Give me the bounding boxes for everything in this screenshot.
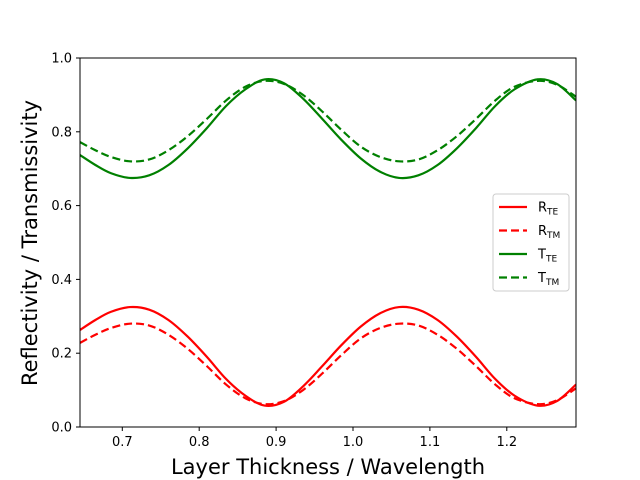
y-tick-label: 0.0 (51, 421, 72, 436)
x-tick-label: 1.0 (343, 435, 364, 450)
y-tick-label: 0.4 (51, 273, 72, 288)
series-line-t-tm (80, 79, 576, 163)
legend-box (492, 193, 570, 292)
x-axis: 0.7 0.8 0.9 1.0 1.1 1.2 (112, 427, 517, 450)
series-line-r-te (80, 305, 576, 408)
series-line-t-te (80, 77, 576, 180)
y-tick-label: 0.2 (51, 347, 72, 362)
x-tick-label: 0.7 (112, 435, 133, 450)
series-layer (80, 77, 576, 408)
x-tick-label: 1.2 (496, 435, 517, 450)
y-axis: 0.0 0.2 0.4 0.6 0.8 1.0 (51, 52, 80, 436)
x-tick-label: 0.9 (266, 435, 287, 450)
series-line-r-tm (80, 322, 576, 406)
axes-frame (79, 57, 577, 428)
x-tick-label: 1.1 (420, 435, 441, 450)
x-axis-label: Layer Thickness / Wavelength (171, 455, 485, 479)
y-tick-label: 1.0 (51, 52, 72, 67)
x-tick-label: 0.8 (189, 435, 210, 450)
y-tick-label: 0.6 (51, 199, 72, 214)
y-tick-label: 0.8 (51, 125, 72, 140)
y-axis-label: Reflectivity / Transmissivity (18, 100, 42, 386)
